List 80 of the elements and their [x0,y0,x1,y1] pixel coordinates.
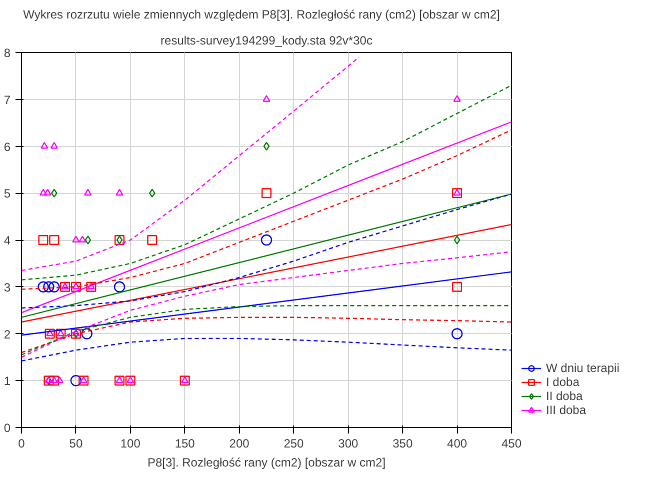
x-axis-title: P8[3]. Rozległość rany (cm2) [obszar w cm2] [147,456,386,470]
point [49,235,60,245]
y-tick-label: 7 [4,92,11,107]
point [126,376,134,384]
x-tick-label: 100 [120,436,141,450]
line-series [22,84,512,280]
point [263,142,270,151]
x-tick-label: 150 [174,436,196,450]
point [38,281,49,292]
y-tick-label: 5 [4,186,11,201]
point [40,142,48,149]
line-series [22,56,360,272]
point [80,376,88,384]
x-tick-label: 200 [229,436,250,450]
point [114,281,126,292]
point [453,95,461,102]
point [81,328,92,340]
point [180,376,190,386]
point [125,376,136,386]
line-series [22,305,512,356]
point [181,376,189,384]
point [46,329,54,336]
point [452,282,462,292]
y-tick-label: 0 [4,421,11,435]
point [56,328,66,339]
point [70,375,82,386]
y-tick-label: 2 [4,327,11,342]
point [39,188,48,196]
legend-label: W dniu terapii [546,361,620,375]
point [452,188,462,198]
x-tick-label: 250 [284,436,304,450]
point [50,376,58,384]
point [260,234,272,246]
chart-title: Wykres rozrzutu wiele zmiennych względem P8[3]. Rozległość rany (cm2) [obszar w cm2] [23,8,500,22]
x-tick-label: 350 [392,436,413,450]
y-tick-label: 6 [4,140,11,154]
point [50,142,58,149]
point [61,282,69,290]
point [86,282,96,292]
point [451,328,463,340]
line-series [22,316,512,354]
point [116,188,124,196]
x-tick-label: 400 [447,436,468,450]
y-tick-label: 3 [4,280,11,294]
point [48,281,60,292]
x-tick-label: 50 [69,436,83,450]
x-tick-label: 0 [18,436,26,450]
point [44,328,55,339]
line-series [22,251,512,358]
point [262,188,272,198]
point [114,376,124,386]
point [38,235,48,245]
y-tick-label: 1 [4,374,11,388]
y-tick-label: 8 [4,46,11,60]
point [78,376,89,386]
point [453,188,461,196]
legend-label: II doba [546,389,583,403]
y-tick-label: 4 [4,234,11,248]
point [78,236,86,242]
line-series [22,338,512,362]
point [72,236,80,242]
legend-label: I doba [546,375,580,389]
point [262,95,270,102]
x-tick-label: 450 [501,436,522,450]
chart-subtitle: results-survey194299_kody.sta 92v*30c [160,34,372,48]
point [43,281,54,292]
point [116,376,124,384]
point [56,376,64,384]
legend-label: III doba [546,403,586,417]
point [84,236,92,244]
point [87,282,95,290]
x-tick-label: 300 [338,436,359,450]
point [70,282,81,292]
point [49,376,60,386]
point [60,282,70,292]
point [84,188,92,196]
point [44,188,52,196]
point [454,236,460,244]
point [147,235,158,245]
point [72,282,80,290]
